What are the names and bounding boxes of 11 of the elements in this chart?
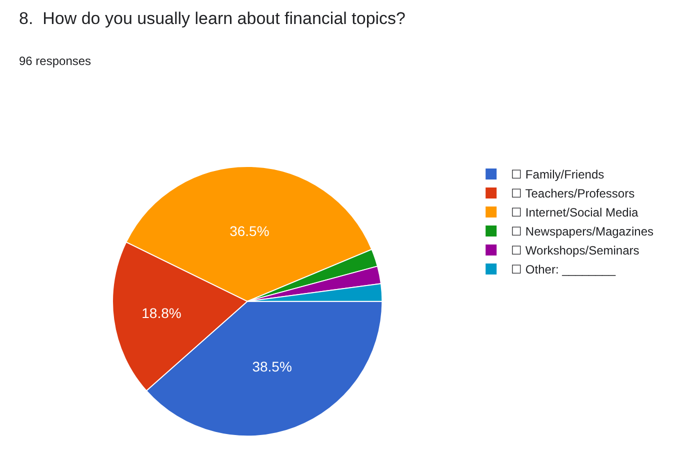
data-label: 36.5% — [230, 222, 270, 239]
legend-label: ☐ Internet/Social Media — [511, 206, 638, 220]
chart-subtitle: 96 responses — [19, 54, 92, 68]
chart-title: 8. How do you usually learn about financial topics? — [19, 9, 406, 28]
legend-label: ☐ Workshops/Seminars — [511, 244, 640, 258]
legend-label: ☐ Newspapers/Magazines — [511, 224, 654, 239]
legend-label: ☐ Family/Friends — [511, 168, 604, 182]
legend-label: ☐ Other: ________ — [511, 262, 616, 277]
data-label: 38.5% — [252, 358, 292, 374]
data-label: 18.8% — [142, 304, 182, 321]
legend-label: ☐ Teachers/Professors — [511, 186, 635, 201]
